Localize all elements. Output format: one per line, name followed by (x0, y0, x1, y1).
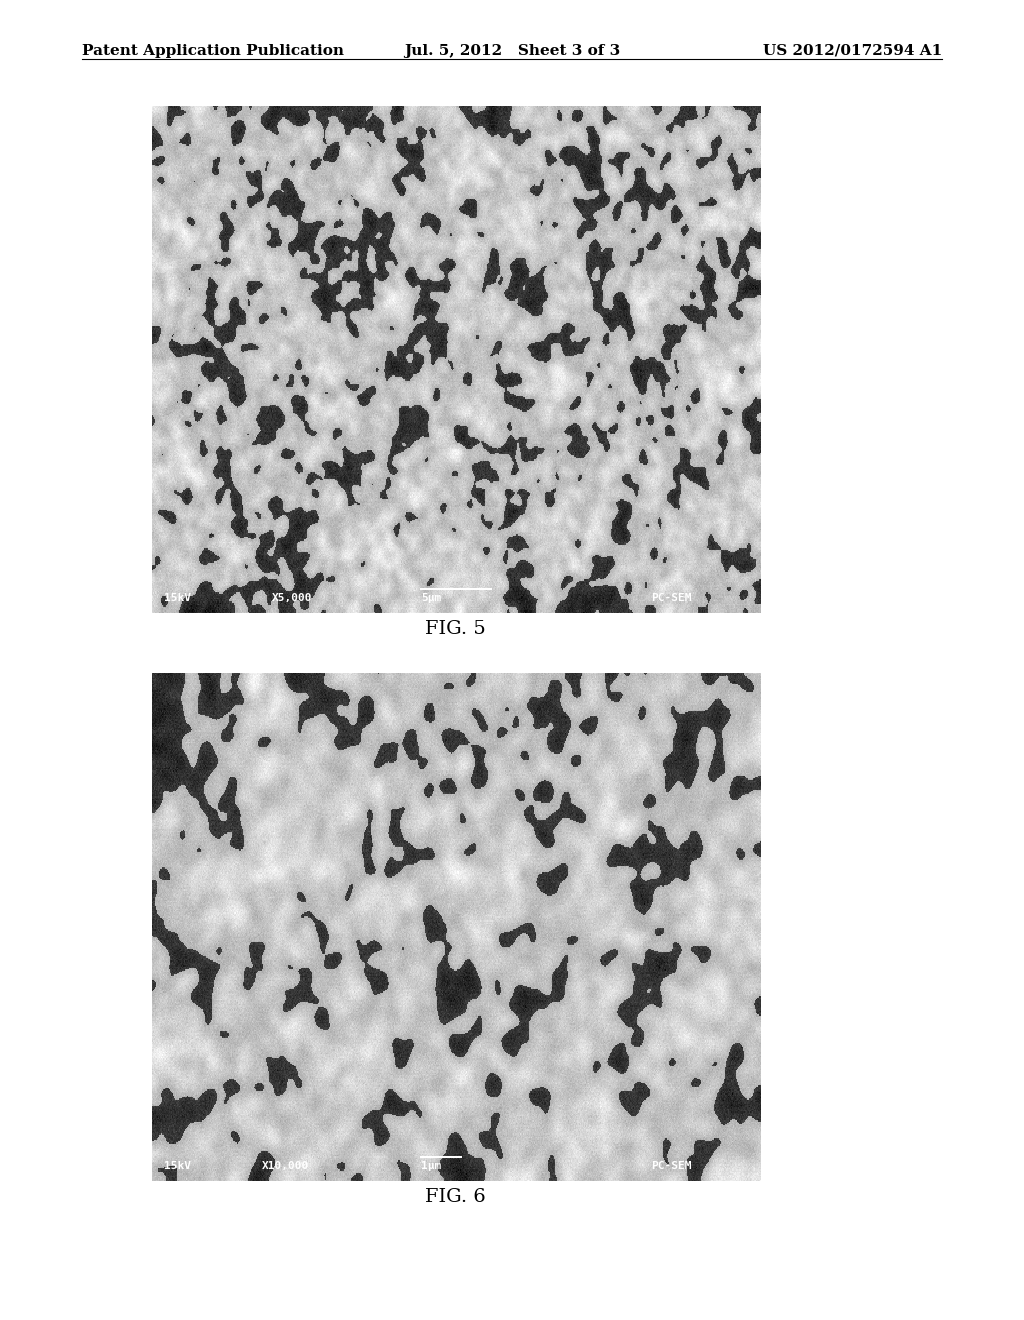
Text: 5μm: 5μm (421, 593, 441, 603)
Text: 15kV: 15kV (164, 1160, 190, 1171)
Text: PC-SEM: PC-SEM (651, 1160, 691, 1171)
Text: Jul. 5, 2012   Sheet 3 of 3: Jul. 5, 2012 Sheet 3 of 3 (403, 44, 621, 58)
Text: FIG. 5: FIG. 5 (425, 620, 486, 639)
Text: 1μm: 1μm (421, 1160, 441, 1171)
Text: US 2012/0172594 A1: US 2012/0172594 A1 (763, 44, 942, 58)
Text: PC-SEM: PC-SEM (651, 593, 691, 603)
Text: X10,000: X10,000 (261, 1160, 308, 1171)
Text: Patent Application Publication: Patent Application Publication (82, 44, 344, 58)
Text: X5,000: X5,000 (271, 593, 312, 603)
Text: FIG. 6: FIG. 6 (425, 1188, 486, 1206)
Text: 15kV: 15kV (164, 593, 190, 603)
